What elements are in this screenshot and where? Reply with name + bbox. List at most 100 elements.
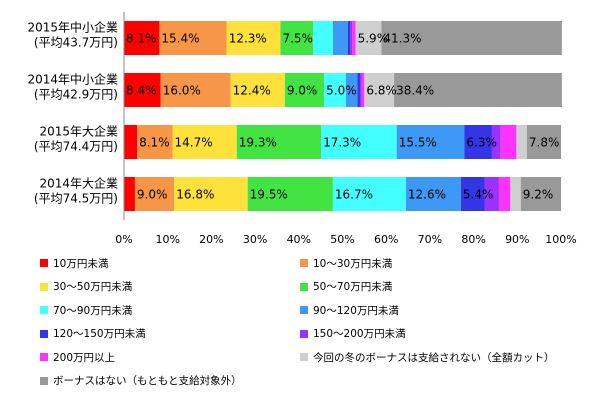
data-label: 6.3% [466,136,497,150]
x-tick-label: 80% [461,233,485,246]
legend-label: 50～70万円未満 [313,281,393,293]
legend-item: 90～120万円未満 [300,303,399,317]
bar-segment [124,73,161,107]
legend-label: 90～120万円未満 [313,304,399,317]
data-label: 17.3% [323,136,361,150]
bar-segment [324,73,346,107]
category-label: 2014年中小企業 [27,72,118,87]
data-label: 15.5% [399,136,437,150]
category-label: (平均42.9万円) [34,88,118,102]
legend-swatch [40,282,48,291]
bar-segment [134,177,175,211]
legend-swatch [40,306,48,314]
data-label: 7.8% [529,136,560,150]
legend-item: 70～90万円未満 [40,303,132,317]
bar-segment [332,177,406,211]
bar-segment [405,177,461,211]
legend-swatch [300,353,308,361]
data-label: 12.3% [229,32,267,46]
bar-segment [174,177,248,211]
legend-swatch [40,353,48,361]
data-label: 19.3% [239,136,277,150]
x-tick-label: 60% [374,233,398,246]
bar-segment [464,125,492,159]
bar-segment [526,125,561,159]
data-label: 7.5% [282,32,313,46]
data-label: 8.1% [126,32,157,46]
bar-segment [359,73,362,107]
bar-segment [500,125,517,159]
data-label: 15.4% [161,32,199,46]
legend-label: 30～50万円未満 [53,281,133,293]
data-label: 8.1% [139,136,170,150]
bar-segment [159,21,227,55]
bar-segment [352,21,356,55]
legend-item: 10万円未満 [40,256,108,270]
legend-label: 150～200万円未満 [313,328,406,340]
bar-segment [396,125,465,159]
x-tick-label: 70% [418,233,442,246]
bar-segment [321,125,397,159]
bar-segment [381,21,562,55]
bar-segment [313,21,333,55]
bar-segment [230,73,285,107]
bar-segment [345,73,358,107]
segment-labels-layer: 8.1% 15.4% 12.3% 7.5% 5.9%41.3% 8.4% 16.0% 12.4… [126,32,559,202]
data-label: 14.7% [175,136,213,150]
data-label: 12.6% [408,188,446,202]
axis-layer: 2015年中小企業(平均43.7万円) 2014年中小企業(平均42.9万円) 20… [27,12,577,246]
x-tick-label: 100% [545,233,576,246]
legend-label: 120～150万円未満 [53,328,146,340]
legend-label: 今回の冬のボーナスは支給されない（全額カット） [313,351,555,364]
x-tick-label: 10% [155,233,179,246]
x-tick-label: 90% [505,233,529,246]
legend-label: 10万円未満 [53,257,109,270]
bar-segment [357,73,360,107]
legend-item: 30～50万円未満 [40,280,132,294]
data-label: 6.8% [366,84,397,98]
legend-swatch [300,282,308,291]
x-tick-label: 30% [243,233,267,246]
category-label: 2015年大企業 [39,124,118,139]
x-tick-label: 50% [330,233,354,246]
bar-segment [510,177,521,211]
data-label: 16.0% [163,84,201,98]
data-label: 9.0% [137,188,168,202]
data-label: 5.4% [463,188,494,202]
legend-swatch [300,306,308,314]
legend-item: 今回の冬のボーナスは支給されない（全額カット） [300,350,555,364]
category-label: 2015年中小企業 [27,20,118,35]
category-label: (平均43.7万円) [34,36,118,50]
bar-segment [355,21,382,55]
legend-label: 70～90万円未満 [53,304,133,317]
legend-item: 50～70万円未満 [300,280,392,294]
bar-segment [124,21,160,55]
bar-segment [280,21,314,55]
data-label: 5.0% [326,84,357,98]
stacked-bar-chart: 8.1% 15.4% 12.3% 7.5% 5.9%41.3% 8.4% 16.0% 12.4… [27,12,577,246]
bar-segment [247,177,333,211]
x-tick-label: 20% [199,233,223,246]
bar-segment [124,177,135,211]
legend-item: 10～30万円未満 [300,256,392,270]
bar-segment [460,177,485,211]
bar-segment [516,125,527,159]
bar-segment [332,21,348,55]
data-label: 9.0% [287,84,318,98]
legend-swatch [300,329,308,338]
bar-segment [491,125,501,159]
category-label: (平均74.4万円) [34,140,118,154]
legend-item: 200万円以上 [40,350,115,364]
legend-item: 120～150万円未満 [40,327,146,341]
category-label: (平均74.5万円) [34,192,118,206]
bar-segment [347,21,351,55]
data-label: 16.7% [335,188,373,202]
data-label: 16.8% [176,188,214,202]
legend-swatch [40,259,48,267]
bar-segment [350,21,353,55]
data-label: 38.4% [396,84,434,98]
bar-segment [124,125,138,159]
bar-segment [284,73,325,107]
legend-label: 200万円以上 [53,351,116,364]
bar-segment [160,73,231,107]
